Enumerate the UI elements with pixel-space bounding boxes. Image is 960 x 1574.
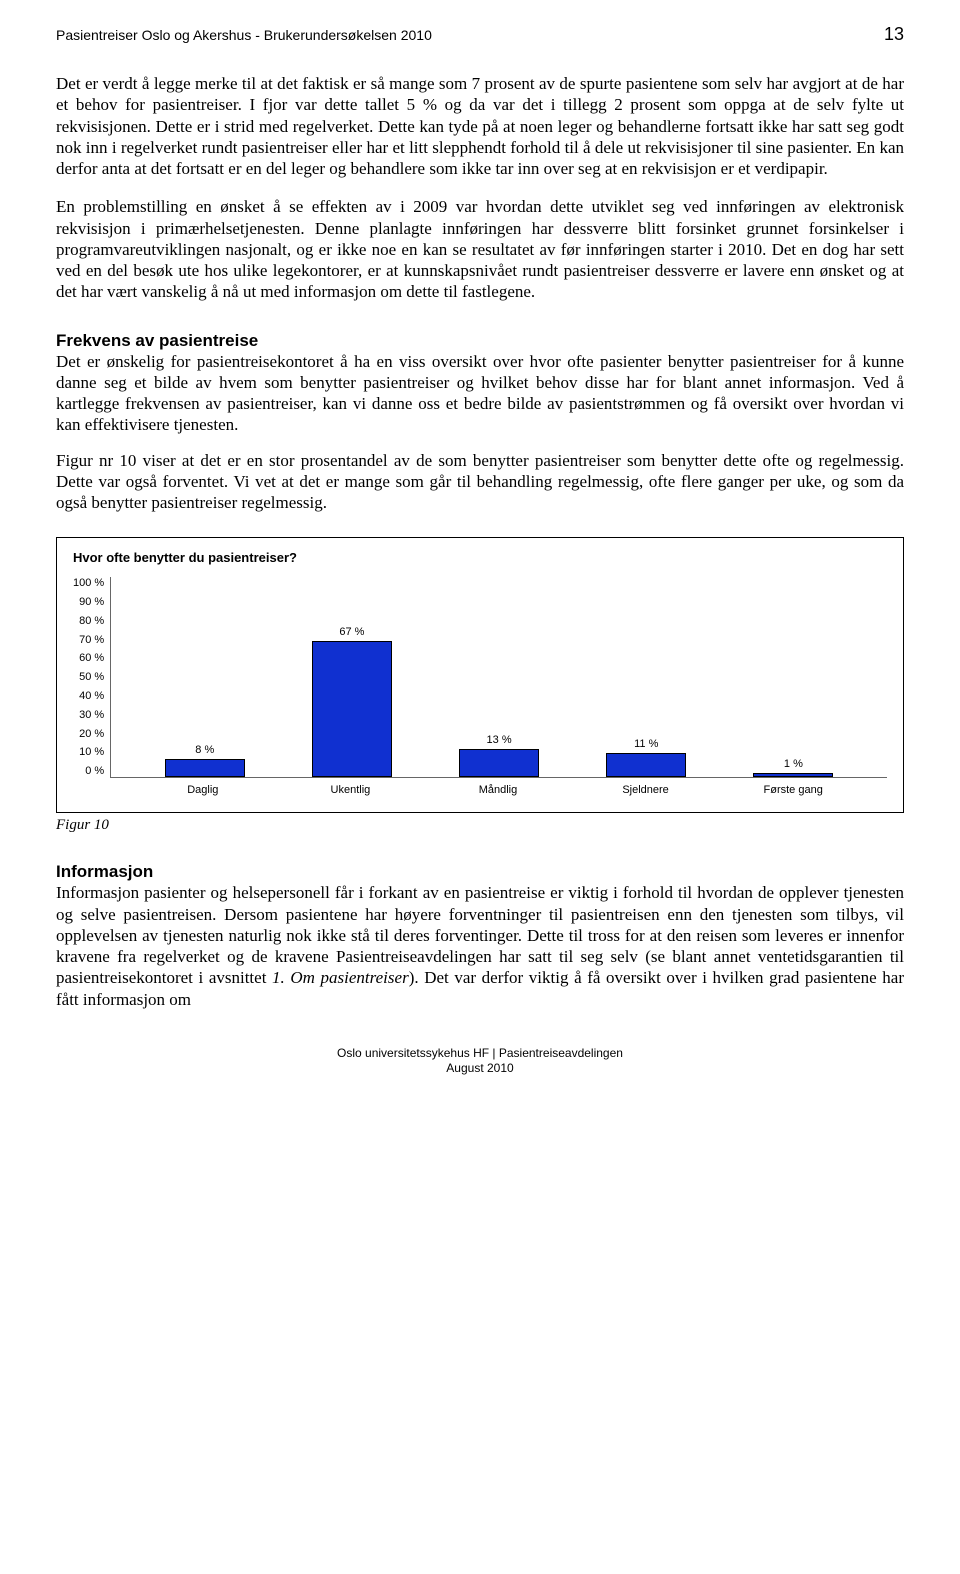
bar: [312, 641, 392, 777]
y-tick-label: 60 %: [79, 652, 104, 664]
y-tick-label: 80 %: [79, 615, 104, 627]
x-axis-label: Måndlig: [424, 778, 572, 796]
chart-plot: 8 % 67 % 13 % 11 % 1 %: [110, 577, 887, 778]
chart-y-axis: 100 % 90 % 80 % 70 % 60 % 50 % 40 % 30 % 20 % 10 …: [73, 577, 110, 777]
section-heading-frekvens: Frekvens av pasientreise: [56, 331, 904, 351]
y-tick-label: 100 %: [73, 577, 104, 589]
y-tick-label: 0 %: [85, 765, 104, 777]
y-tick-label: 40 %: [79, 690, 104, 702]
bar-value-label: 1 %: [784, 758, 803, 770]
bar-slot: 1 %: [720, 577, 867, 777]
bar-slot: 11 %: [573, 577, 720, 777]
bar-slot: 13 %: [426, 577, 573, 777]
page-header: Pasientreiser Oslo og Akershus - Brukeru…: [56, 24, 904, 45]
figure-caption: Figur 10: [56, 817, 904, 834]
y-tick-label: 90 %: [79, 596, 104, 608]
section1-body2: Figur nr 10 viser at det er en stor pros…: [56, 450, 904, 514]
footer-line2: August 2010: [56, 1061, 904, 1077]
chart-x-axis: DagligUkentligMåndligSjeldnereFørste gan…: [109, 778, 887, 796]
y-tick-label: 10 %: [79, 746, 104, 758]
section2-body: Informasjon pasienter og helsepersonell …: [56, 882, 904, 1010]
page-footer: Oslo universitetssykehus HF | Pasientrei…: [56, 1046, 904, 1077]
y-tick-label: 70 %: [79, 634, 104, 646]
doc-title: Pasientreiser Oslo og Akershus - Brukeru…: [56, 27, 432, 43]
bar: [753, 773, 833, 777]
x-axis-label: Daglig: [129, 778, 277, 796]
bar-slot: 8 %: [131, 577, 278, 777]
bar-slot: 67 %: [278, 577, 425, 777]
y-tick-label: 30 %: [79, 709, 104, 721]
bar: [459, 749, 539, 777]
x-axis-label: Første gang: [719, 778, 867, 796]
x-axis-label: Ukentlig: [277, 778, 425, 796]
chart-title: Hvor ofte benytter du pasientreiser?: [73, 550, 887, 565]
bar-value-label: 67 %: [339, 626, 364, 638]
bar-value-label: 8 %: [195, 744, 214, 756]
paragraph-1: Det er verdt å legge merke til at det fa…: [56, 73, 904, 179]
bar-value-label: 11 %: [634, 738, 658, 750]
section-heading-informasjon: Informasjon: [56, 862, 904, 882]
chart-container: Hvor ofte benytter du pasientreiser? 100…: [56, 537, 904, 813]
y-tick-label: 50 %: [79, 671, 104, 683]
bar: [606, 753, 686, 777]
bar-value-label: 13 %: [487, 734, 512, 746]
bar: [165, 759, 245, 777]
paragraph-2: En problemstilling en ønsket å se effekt…: [56, 196, 904, 302]
x-axis-label: Sjeldnere: [572, 778, 720, 796]
section2-body-italic: 1. Om pasientreiser: [272, 968, 409, 987]
y-tick-label: 20 %: [79, 728, 104, 740]
page-number: 13: [884, 24, 904, 45]
chart-bars: 8 % 67 % 13 % 11 % 1 %: [111, 577, 887, 777]
section1-body1: Det er ønskelig for pasientreisekontoret…: [56, 351, 904, 436]
chart-area: 100 % 90 % 80 % 70 % 60 % 50 % 40 % 30 % 20 % 10 …: [73, 577, 887, 778]
footer-line1: Oslo universitetssykehus HF | Pasientrei…: [56, 1046, 904, 1062]
